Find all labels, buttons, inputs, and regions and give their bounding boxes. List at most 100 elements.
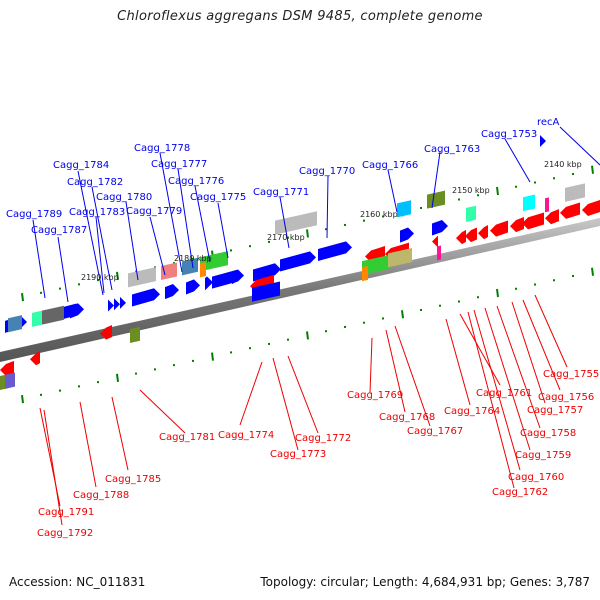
feature-box — [128, 267, 156, 288]
gene-label-cagg-1789[interactable]: Cagg_1789 — [6, 209, 62, 220]
gene-label-cagg-1773[interactable]: Cagg_1773 — [270, 449, 326, 460]
leader-line-forward — [217, 202, 229, 259]
gene-arrow-reverse — [456, 229, 466, 245]
gene-label-cagg-1787[interactable]: Cagg_1787 — [31, 225, 87, 236]
genome-backbone — [0, 218, 600, 362]
scale-tick — [306, 229, 309, 238]
gene-label-cagg-1775[interactable]: Cagg_1775 — [190, 192, 246, 203]
leader-line-forward — [504, 138, 531, 183]
leader-line-forward — [77, 170, 104, 296]
scale-tick — [116, 373, 119, 382]
gene-label-cagg-1780[interactable]: Cagg_1780 — [96, 192, 152, 203]
gene-label-cagg-1779[interactable]: Cagg_1779 — [126, 206, 182, 217]
gene-arrow-forward — [432, 219, 448, 236]
gene-label-cagg-1778[interactable]: Cagg_1778 — [134, 143, 190, 154]
leader-line-reverse — [272, 357, 299, 451]
gene-arrow-forward — [540, 135, 546, 149]
leader-line-reverse — [484, 307, 531, 451]
gene-label-cagg-1767[interactable]: Cagg_1767 — [407, 426, 463, 437]
gene-label-cagg-1762[interactable]: Cagg_1762 — [492, 487, 548, 498]
gene-arrow-reverse — [510, 216, 524, 233]
gene-arrow-reverse — [30, 351, 40, 366]
leader-line-reverse — [473, 309, 521, 471]
gene-label-cagg-1784[interactable]: Cagg_1784 — [53, 160, 109, 171]
scale-tick — [401, 310, 404, 319]
leader-line-reverse — [43, 409, 63, 526]
gene-label-cagg-1772[interactable]: Cagg_1772 — [295, 433, 351, 444]
leader-line-forward — [279, 196, 290, 249]
gene-arrow-reverse — [490, 220, 508, 237]
feature-box — [427, 190, 445, 209]
gene-arrow-forward — [280, 251, 316, 272]
scale-tick — [496, 186, 499, 196]
gene-label-cagg-1781[interactable]: Cagg_1781 — [159, 432, 215, 443]
gene-label-cagg-1759[interactable]: Cagg_1759 — [515, 450, 571, 461]
gene-arrow-forward — [114, 298, 120, 312]
scale-tick — [211, 352, 214, 361]
leader-line-forward — [32, 219, 46, 299]
gene-label-cagg-1776[interactable]: Cagg_1776 — [168, 176, 224, 187]
gene-label-cagg-1764[interactable]: Cagg_1764 — [444, 406, 500, 417]
gene-arrow-forward — [165, 284, 179, 300]
gene-arrow-forward — [253, 263, 281, 282]
gene-label-cagg-1758[interactable]: Cagg_1758 — [520, 428, 576, 439]
scale-label-2150: 2150 kbp — [452, 186, 490, 195]
gene-label-cagg-1788[interactable]: Cagg_1788 — [73, 490, 129, 501]
leader-line-forward — [159, 152, 183, 273]
gene-arrow-reverse — [582, 200, 600, 217]
gene-label-cagg-1763[interactable]: Cagg_1763 — [424, 144, 480, 155]
feature-box — [362, 265, 368, 282]
gene-arrow-forward — [132, 288, 160, 307]
gene-arrow-reverse — [522, 212, 544, 230]
gene-label-cagg-1770[interactable]: Cagg_1770 — [299, 166, 355, 177]
feature-box — [200, 251, 228, 272]
feature-box — [42, 305, 64, 325]
gene-label-cagg-1792[interactable]: Cagg_1792 — [37, 528, 93, 539]
gene-label-cagg-1782[interactable]: Cagg_1782 — [67, 177, 123, 188]
gene-label-cagg-1785[interactable]: Cagg_1785 — [105, 474, 161, 485]
gene-label-cagg-1771[interactable]: Cagg_1771 — [253, 187, 309, 198]
gene-label-cagg-1753[interactable]: Cagg_1753 — [481, 129, 537, 140]
gene-label-cagg-1766[interactable]: Cagg_1766 — [362, 160, 418, 171]
gene-label-reca[interactable]: recA — [537, 117, 560, 128]
leader-line-reverse — [369, 337, 373, 394]
leader-line-reverse — [111, 396, 129, 471]
gene-arrow-forward — [120, 296, 126, 311]
scale-tick — [21, 292, 24, 302]
gene-label-cagg-1757[interactable]: Cagg_1757 — [527, 405, 583, 416]
leader-line-reverse — [511, 301, 546, 404]
gene-arrow-forward — [400, 227, 414, 243]
feature-box — [182, 257, 198, 276]
feature-box — [437, 245, 441, 261]
gene-label-cagg-1761[interactable]: Cagg_1761 — [476, 388, 532, 399]
gene-label-cagg-1756[interactable]: Cagg_1756 — [538, 392, 594, 403]
gene-label-cagg-1760[interactable]: Cagg_1760 — [508, 472, 564, 483]
scale-label-2140: 2140 kbp — [544, 160, 582, 169]
gene-label-cagg-1768[interactable]: Cagg_1768 — [379, 412, 435, 423]
gene-label-cagg-1769[interactable]: Cagg_1769 — [347, 390, 403, 401]
scale-tick — [116, 271, 119, 280]
feature-box — [32, 310, 42, 327]
feature-box — [397, 200, 411, 218]
gene-arrow-reverse — [100, 324, 112, 340]
gene-label-cagg-1774[interactable]: Cagg_1774 — [218, 430, 274, 441]
leader-line-forward — [326, 175, 329, 239]
gene-label-cagg-1783[interactable]: Cagg_1783 — [69, 207, 125, 218]
feature-box — [545, 197, 549, 213]
feature-box — [200, 261, 206, 278]
leader-line-forward — [194, 185, 211, 263]
leader-line-reverse — [459, 313, 501, 386]
gene-label-cagg-1777[interactable]: Cagg_1777 — [151, 159, 207, 170]
gene-arrow-forward — [212, 269, 244, 289]
feature-box — [8, 315, 22, 333]
scale-label-2180: 2180 kbp — [174, 254, 212, 263]
gene-arrow-reverse — [560, 202, 580, 219]
map-title: Chloroflexus aggregans DSM 9485, complet… — [117, 9, 483, 24]
gene-label-cagg-1791[interactable]: Cagg_1791 — [38, 507, 94, 518]
scale-tick — [496, 288, 499, 298]
gene-label-cagg-1755[interactable]: Cagg_1755 — [543, 369, 599, 380]
leader-line-forward — [559, 126, 600, 166]
leader-line-reverse — [522, 299, 561, 391]
gene-arrow-forward — [186, 279, 200, 295]
